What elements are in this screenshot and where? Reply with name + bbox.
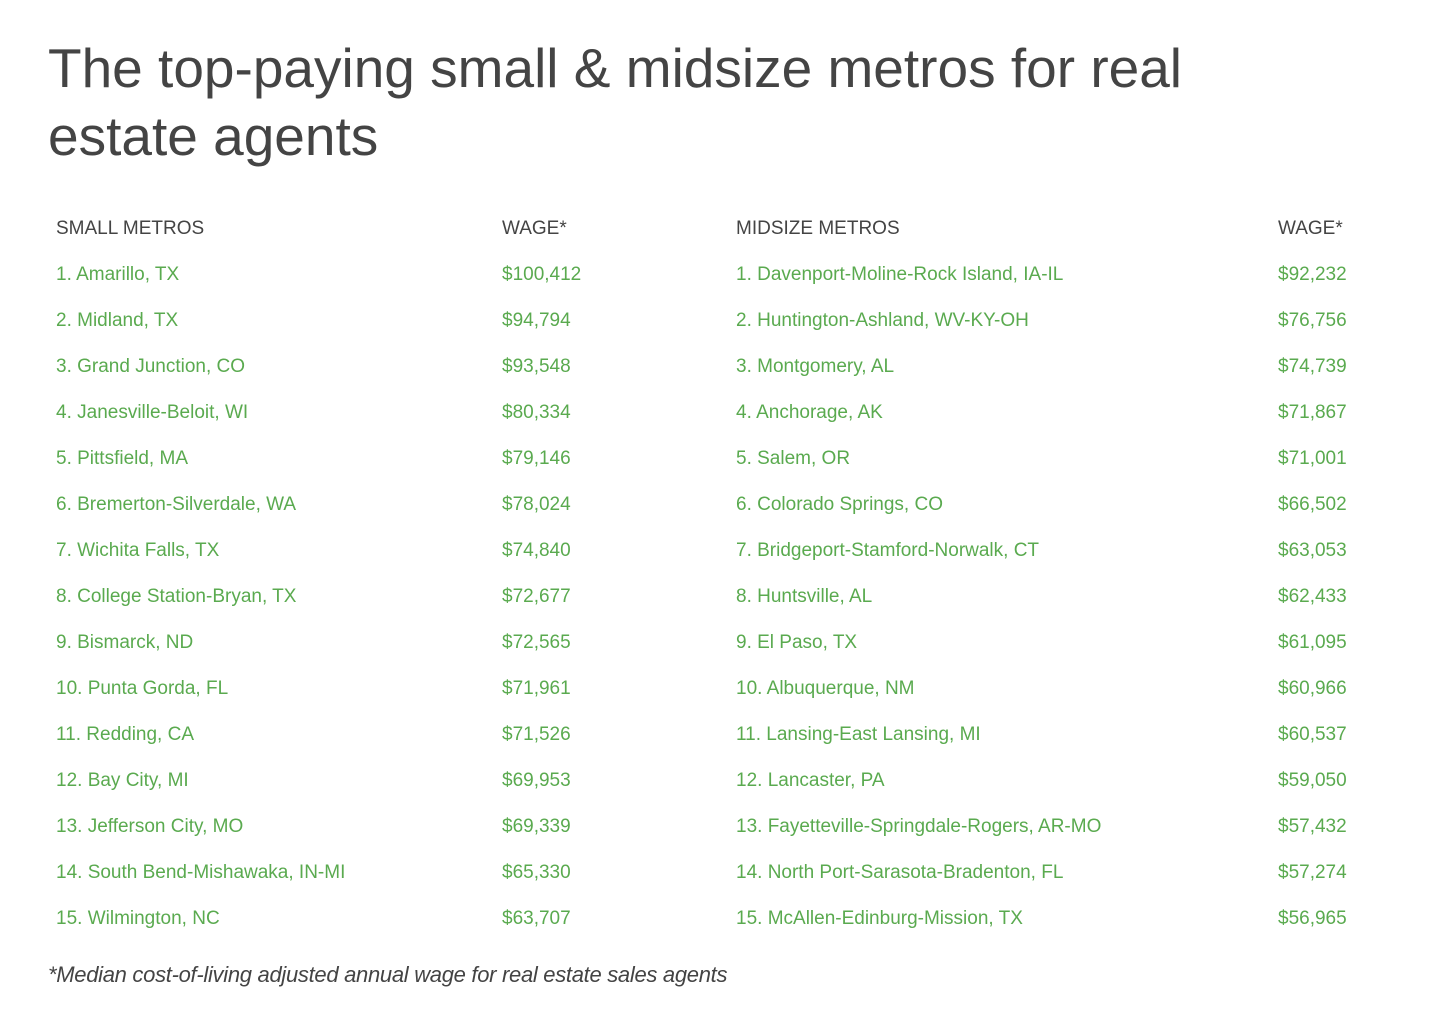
metro-name: 4. Janesville-Beloit, WI [56,402,249,423]
wage: $62,433 [1278,586,1347,607]
column-header: MIDSIZE METROS [736,218,900,239]
wage: $78,024 [502,494,571,515]
wage: $59,050 [1278,770,1347,791]
metro-name: 13. Jefferson City, MO [56,816,244,837]
wage: $60,966 [1278,678,1347,699]
metro-name: 12. Lancaster, PA [736,770,885,791]
metro-name: 5. Salem, OR [736,448,851,469]
wage: $69,953 [502,770,571,791]
metro-name: 7. Bridgeport-Stamford-Norwalk, CT [736,540,1040,561]
metro-name: 2. Midland, TX [56,310,179,331]
metro-name: 5. Pittsfield, MA [56,448,188,469]
metro-name: 1. Davenport-Moline-Rock Island, IA-IL [736,264,1064,285]
metro-name: 13. Fayetteville-Springdale-Rogers, AR-M… [736,816,1102,837]
metro-name: 8. College Station-Bryan, TX [56,586,297,607]
column-header: WAGE* [502,218,567,239]
wage: $60,537 [1278,724,1347,745]
metro-name: 11. Lansing-East Lansing, MI [736,724,981,745]
wage: $93,548 [502,356,571,377]
metro-name: 10. Punta Gorda, FL [56,678,229,699]
wage: $61,095 [1278,632,1347,653]
wage: $76,756 [1278,310,1347,331]
wage: $92,232 [1278,264,1347,285]
wage: $56,965 [1278,908,1347,929]
wage: $63,053 [1278,540,1347,561]
wage: $63,707 [502,908,571,929]
wage: $72,565 [502,632,571,653]
metro-name: 15. McAllen-Edinburg-Mission, TX [736,908,1023,929]
wage: $71,001 [1278,448,1347,469]
metro-name: 2. Huntington-Ashland, WV-KY-OH [736,310,1029,331]
metro-name: 3. Montgomery, AL [736,356,895,377]
wage: $66,502 [1278,494,1347,515]
metro-name: 3. Grand Junction, CO [56,356,246,377]
title: The top-paying small & midsize metros fo… [48,37,1183,167]
metro-name: 8. Huntsville, AL [736,586,873,607]
wage: $69,339 [502,816,571,837]
wage: $65,330 [502,862,571,883]
metro-name: 9. El Paso, TX [736,632,858,653]
wage: $79,146 [502,448,571,469]
wage: $71,867 [1278,402,1347,423]
metro-name: 10. Albuquerque, NM [736,678,915,699]
metro-name: 7. Wichita Falls, TX [56,540,220,561]
metro-name: 4. Anchorage, AK [736,402,883,423]
wage: $57,432 [1278,816,1347,837]
metro-name: 11. Redding, CA [56,724,195,745]
metro-name: 12. Bay City, MI [56,770,189,791]
wage: $71,526 [502,724,571,745]
metro-name: 15. Wilmington, NC [56,908,220,929]
metro-name: 6. Bremerton-Silverdale, WA [56,494,297,515]
wage: $94,794 [502,310,571,331]
wage: $57,274 [1278,862,1347,883]
wage: $74,739 [1278,356,1347,377]
wage: $74,840 [502,540,571,561]
metro-name: 1. Amarillo, TX [56,264,180,285]
metro-name: 6. Colorado Springs, CO [736,494,943,515]
footnote: *Median cost-of-living adjusted annual w… [48,962,728,987]
wage: $80,334 [502,402,571,423]
metro-name: 9. Bismarck, ND [56,632,194,653]
wage: $72,677 [502,586,571,607]
column-header: SMALL METROS [56,218,205,239]
metro-name: 14. North Port-Sarasota-Bradenton, FL [736,862,1064,883]
wage: $71,961 [502,678,571,699]
metro-name: 14. South Bend-Mishawaka, IN-MI [56,862,346,883]
column-header: WAGE* [1278,218,1343,239]
wage: $100,412 [502,264,582,285]
